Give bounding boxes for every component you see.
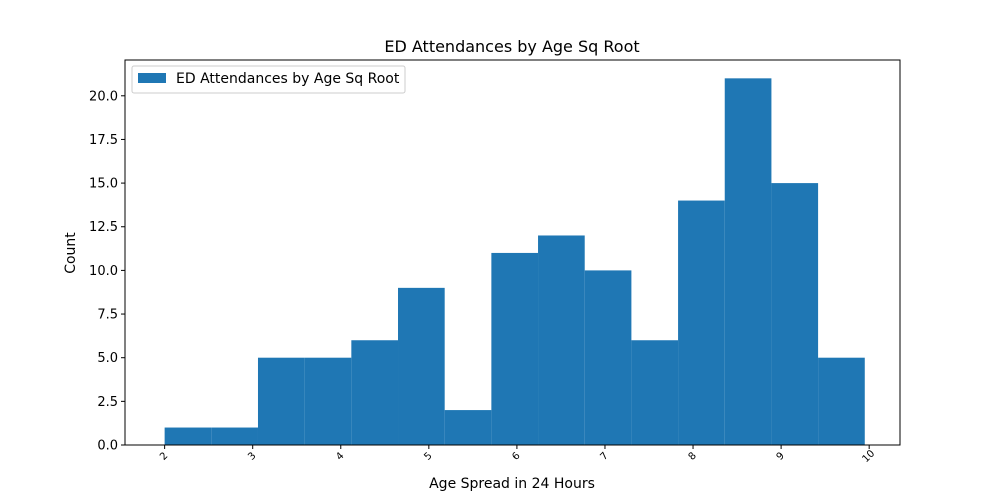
histogram-bar bbox=[398, 287, 445, 445]
legend-label: ED Attendances by Age Sq Root bbox=[176, 71, 400, 87]
x-tick-label: 2 bbox=[158, 451, 170, 463]
x-tick-label: 10 bbox=[860, 448, 877, 465]
histogram-bar bbox=[724, 78, 772, 445]
x-axis-ticks: 2 3 4 5 6 7 8 9 10 bbox=[158, 445, 877, 465]
histogram-bar bbox=[678, 200, 725, 445]
histogram-bar bbox=[538, 235, 585, 445]
histogram-bar bbox=[164, 427, 212, 445]
x-tick-label: 5 bbox=[422, 451, 434, 463]
y-axis-ticks: 0.0 2.5 5.0 7.5 10.0 12.5 15.0 17.5 20.0 bbox=[89, 89, 125, 454]
x-tick-label: 7 bbox=[598, 451, 610, 463]
histogram-bar bbox=[584, 270, 632, 445]
x-axis-label: Age Spread in 24 Hours bbox=[429, 476, 595, 492]
y-tick-label: 2.5 bbox=[97, 395, 118, 410]
plot-frame bbox=[124, 59, 901, 446]
y-tick-label: 20.0 bbox=[89, 89, 118, 104]
histogram-bar bbox=[491, 252, 539, 445]
x-tick-label: 9 bbox=[775, 451, 787, 463]
histogram-bar bbox=[211, 427, 258, 445]
histogram-bar bbox=[631, 340, 679, 445]
histogram-bar bbox=[351, 340, 399, 445]
y-tick-label: 12.5 bbox=[89, 220, 118, 235]
histogram-bar bbox=[257, 357, 305, 445]
chart-title: ED Attendances by Age Sq Root bbox=[384, 37, 639, 56]
y-tick-label: 17.5 bbox=[89, 133, 118, 148]
y-tick-label: 0.0 bbox=[97, 439, 118, 454]
x-tick-label: 4 bbox=[334, 451, 346, 463]
y-tick-label: 10.0 bbox=[89, 264, 118, 279]
x-tick-label: 3 bbox=[246, 451, 258, 463]
histogram-bar bbox=[444, 410, 492, 445]
histogram-bar bbox=[818, 357, 865, 445]
y-tick-label: 15.0 bbox=[89, 177, 118, 192]
histogram-bar bbox=[771, 183, 819, 445]
y-tick-label: 5.0 bbox=[97, 351, 118, 366]
x-tick-label: 6 bbox=[510, 451, 522, 463]
legend-box bbox=[131, 65, 406, 94]
legend-swatch bbox=[138, 73, 166, 83]
y-axis-label: Count bbox=[63, 232, 79, 274]
bars-group bbox=[164, 78, 865, 445]
x-tick-label: 8 bbox=[687, 451, 699, 463]
legend: ED Attendances by Age Sq Root bbox=[131, 65, 406, 94]
y-tick-label: 7.5 bbox=[97, 308, 118, 323]
histogram-bar bbox=[304, 357, 352, 445]
